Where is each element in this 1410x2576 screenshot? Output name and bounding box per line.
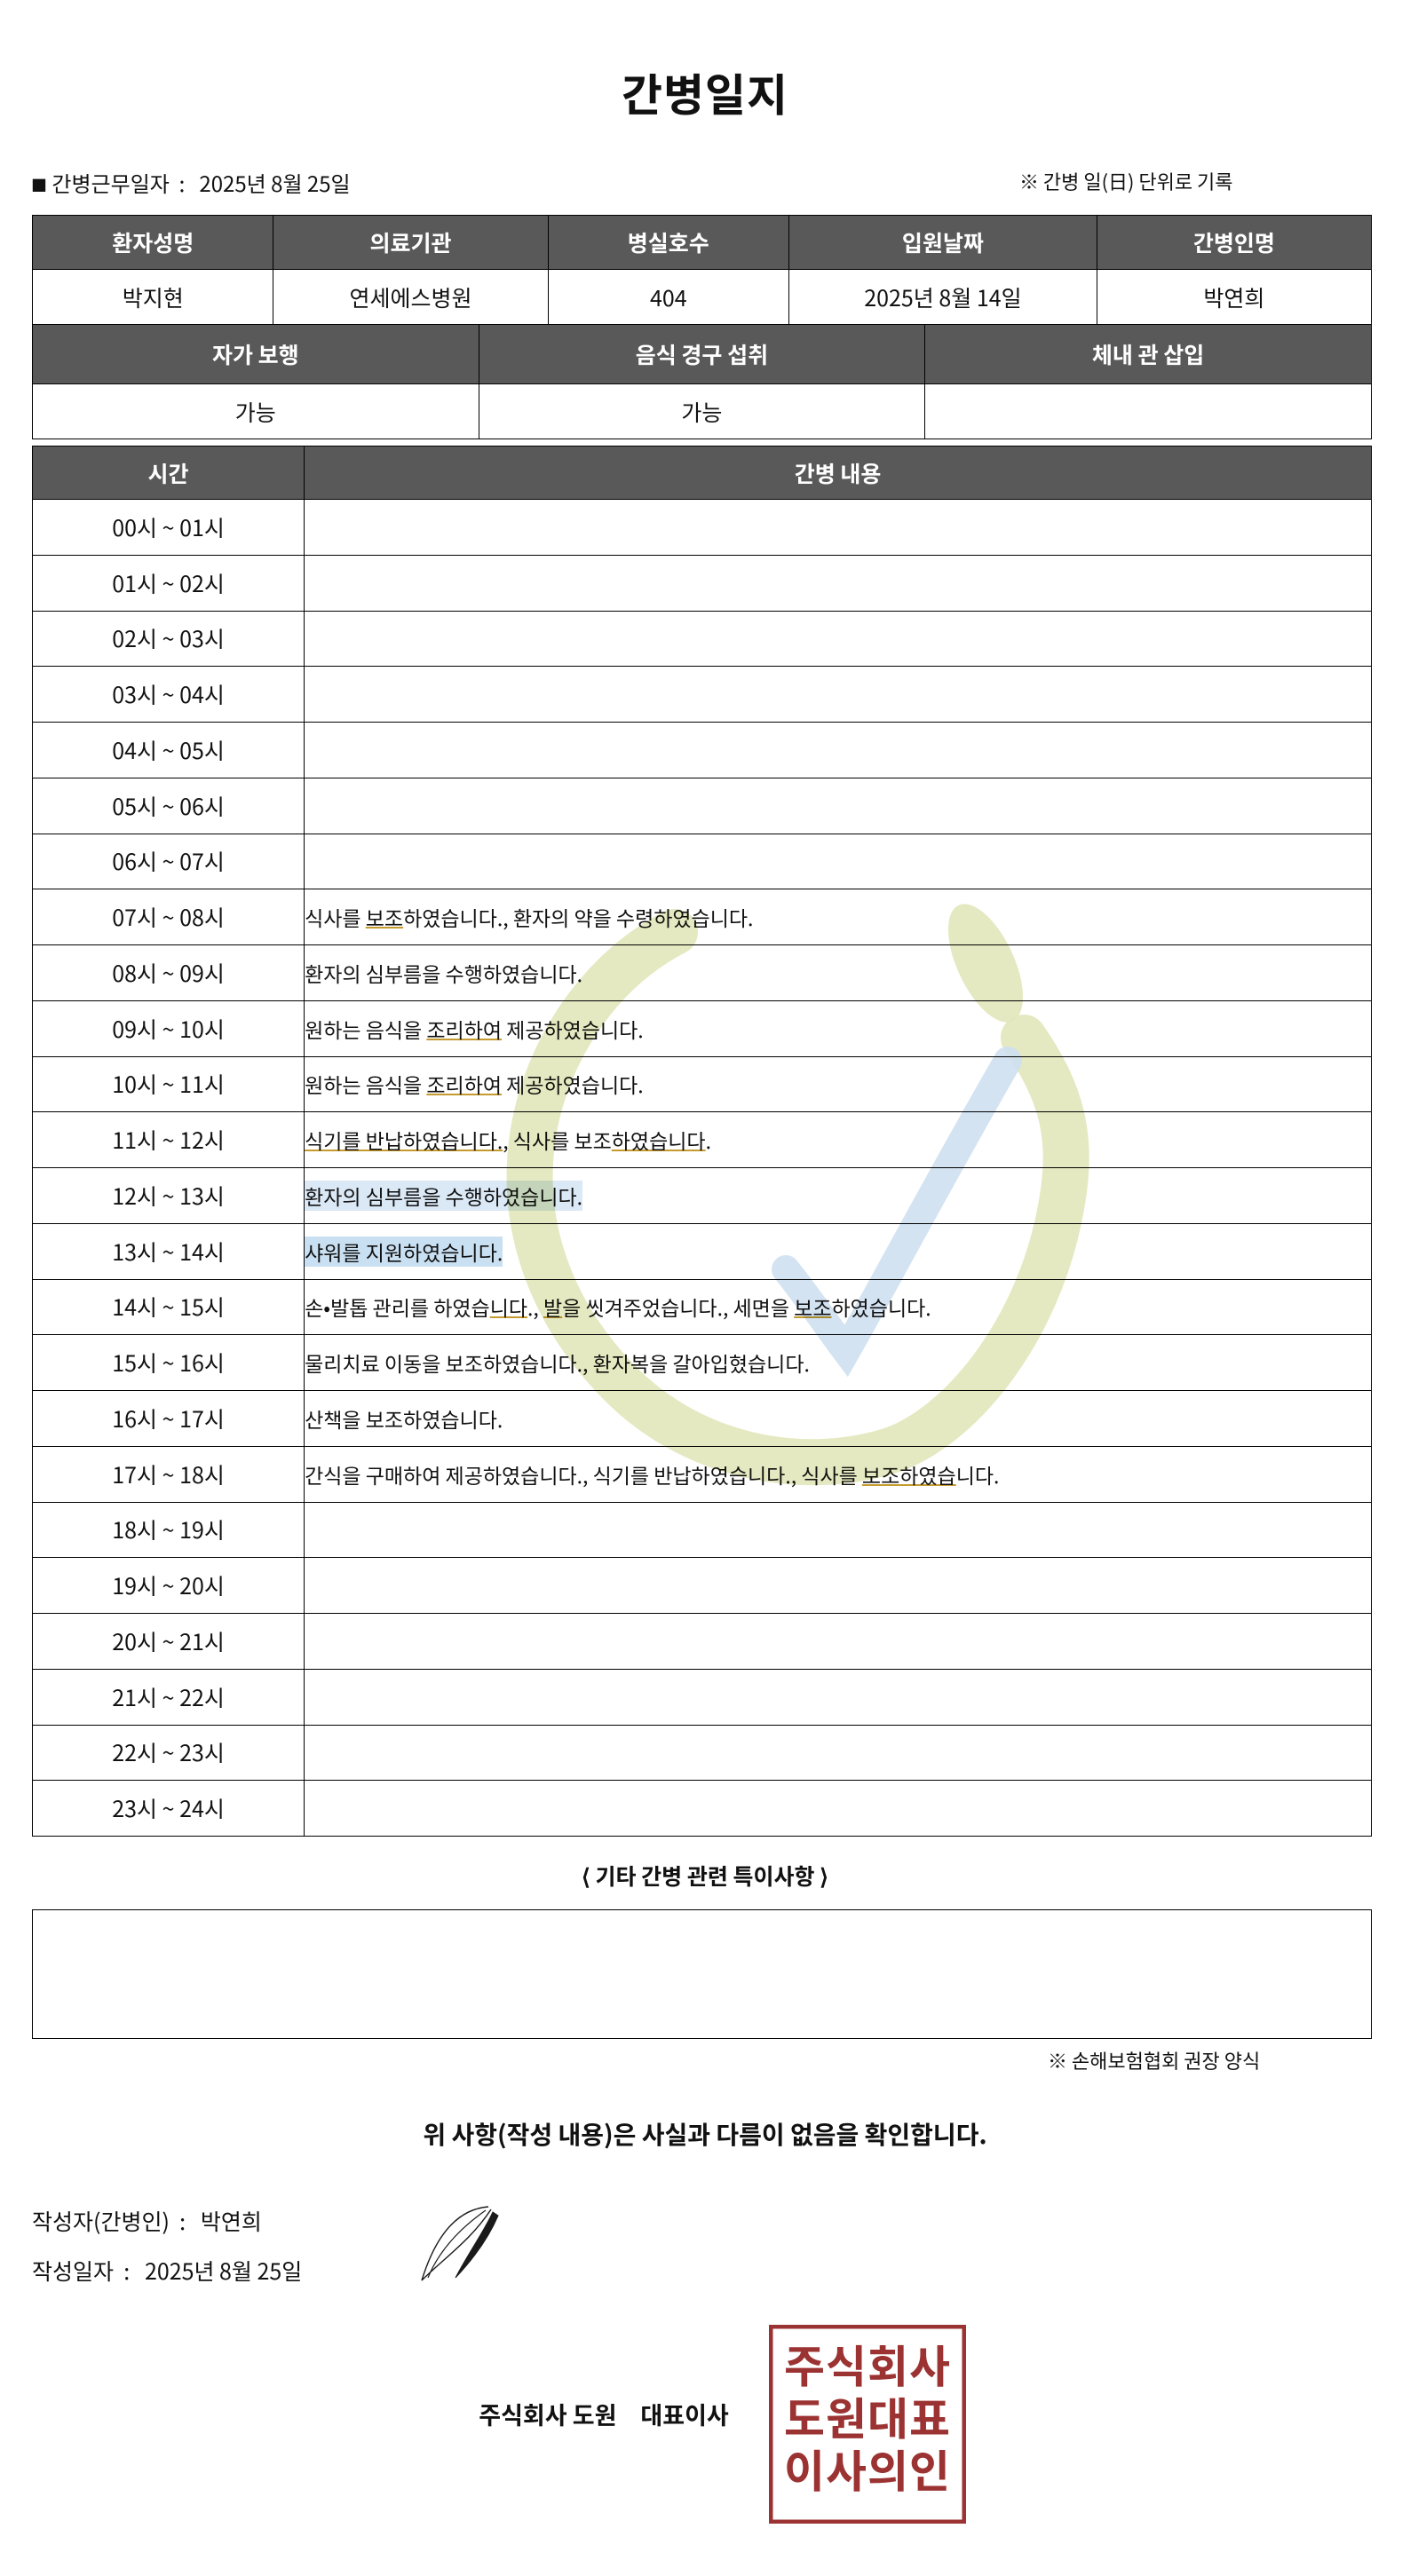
svg-text:이사의인: 이사의인 <box>784 2437 951 2501</box>
